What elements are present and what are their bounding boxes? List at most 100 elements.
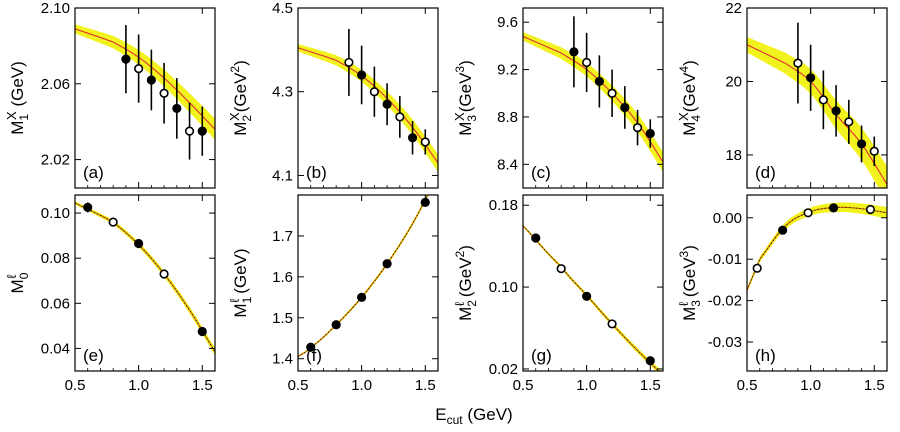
data-point xyxy=(869,146,879,156)
panel-label: (d) xyxy=(755,163,776,182)
data-point xyxy=(159,269,169,279)
ylabel-sub: 1 xyxy=(17,114,31,121)
ylabel-unit: (GeV xyxy=(231,72,250,112)
plot-frame xyxy=(522,7,664,189)
y-tick-label: 8.8 xyxy=(497,109,518,126)
error-band xyxy=(298,44,438,172)
ylabel-unit: (GeV xyxy=(680,72,699,112)
panel-label: (g) xyxy=(531,346,552,365)
fit-curve xyxy=(75,202,215,353)
plot-area xyxy=(75,201,215,356)
y-tick-label: 2.02 xyxy=(41,152,70,169)
data-point xyxy=(844,117,854,127)
y-tick-label: 2.10 xyxy=(41,0,70,17)
x-tick-label: 1.0 xyxy=(576,377,597,394)
y-axis-label: M1X (GeV) xyxy=(4,61,31,135)
y-tick-label: -0.02 xyxy=(708,293,742,310)
x-tick-label: 1.0 xyxy=(128,377,149,394)
plot-frame xyxy=(297,7,439,189)
error-band xyxy=(75,201,215,356)
data-point xyxy=(607,319,617,329)
y-axis-label: M3ℓ (GeV3) xyxy=(676,245,703,321)
ylabel-unit: (GeV) xyxy=(8,61,27,111)
y-tick-label: 1.7 xyxy=(272,228,293,245)
y-tick-label: 0.06 xyxy=(41,295,70,312)
data-point xyxy=(594,76,604,87)
ylabel-unit-sup: 4 xyxy=(677,66,691,73)
y-tick-label: 4.1 xyxy=(272,167,293,184)
data-point xyxy=(556,264,566,274)
panel-g: 0.5 1.0 1.50.020.100.18(g)M2ℓ (GeV2) xyxy=(452,194,664,394)
y-tick-label: 20 xyxy=(725,73,742,90)
ylabel-sup: X xyxy=(452,112,467,121)
y-axis-label: M2ℓ (GeV2) xyxy=(452,245,479,321)
x-tick-label: 1.5 xyxy=(192,377,213,394)
x-tick-label: 1.0 xyxy=(800,377,821,394)
data-point xyxy=(357,292,367,302)
fit-curve xyxy=(747,206,887,291)
y-tick-label: -0.03 xyxy=(708,334,742,351)
x-tick-label: 1.5 xyxy=(415,377,436,394)
data-point xyxy=(382,99,392,109)
ylabel-unit-close: ) xyxy=(231,60,250,66)
ylabel-unit: (GeV) xyxy=(231,248,250,298)
x-tick-label: 0.5 xyxy=(65,377,86,394)
ylabel-sub: 0 xyxy=(17,272,31,279)
panel-f: 0.5 1.0 1.5 1.4 1.5 1.6 1.7 (f) M1ℓ (GeV) xyxy=(227,194,439,394)
ylabel-sub: 2 xyxy=(240,115,254,122)
ylabel-sub: 3 xyxy=(689,300,703,307)
data-point xyxy=(83,202,93,213)
plot-frame xyxy=(746,194,888,372)
data-point xyxy=(620,102,630,113)
fit-curve-dotted xyxy=(523,225,660,371)
data-point xyxy=(752,263,762,273)
xlabel-unit: (GeV) xyxy=(463,405,513,424)
plot-frame xyxy=(74,194,216,372)
ylabel-unit: (GeV xyxy=(456,72,475,112)
y-tick-label: 4.3 xyxy=(272,84,293,101)
panel-e: 0.5 1.0 1.5 0.04 0.06 0.08 0.10 (e) M0ℓ xyxy=(4,194,216,394)
data-point xyxy=(582,57,592,68)
plot-area xyxy=(298,195,430,358)
xlabel-sub: cut xyxy=(447,413,464,427)
fit-curve xyxy=(298,47,438,164)
panel-a: 2.02 2.06 2.10 (a) M1X (GeV) xyxy=(4,0,216,189)
plot-frame xyxy=(297,194,439,372)
data-point xyxy=(806,73,816,83)
data-point xyxy=(369,87,379,97)
plot-area xyxy=(523,224,662,371)
y-tick-label: 9.2 xyxy=(497,62,518,79)
x-tick-label: 1.0 xyxy=(351,377,372,394)
ylabel-sup: ℓ xyxy=(227,298,242,303)
ylabel-sup: ℓ xyxy=(4,274,19,279)
x-tick-label: 0.5 xyxy=(288,377,309,394)
ylabel-sup: X xyxy=(676,112,691,121)
error-band xyxy=(75,24,215,140)
data-point xyxy=(134,64,144,74)
ylabel-base: M xyxy=(456,307,475,321)
x-tick-label: 0.5 xyxy=(513,377,534,394)
y-tick-label: 0.10 xyxy=(489,279,518,296)
fit-curve xyxy=(523,35,663,163)
y-tick-label: 0.08 xyxy=(41,250,70,267)
data-point xyxy=(865,204,876,215)
y-tick-label: 0.18 xyxy=(489,197,518,214)
fit-curve-dotted xyxy=(747,206,887,291)
data-point xyxy=(146,75,156,85)
y-tick-label: 22 xyxy=(725,0,742,17)
y-axis-label: M3X(GeV3) xyxy=(452,60,479,136)
error-band xyxy=(298,195,429,358)
ylabel-base: M xyxy=(8,279,27,293)
y-tick-label: 0.10 xyxy=(41,205,70,222)
ylabel-sub: 1 xyxy=(240,296,254,303)
plot-area xyxy=(747,202,887,293)
ylabel-sup: X xyxy=(4,111,19,120)
data-point xyxy=(645,356,655,366)
ylabel-unit-sup: 3 xyxy=(677,250,691,257)
data-point xyxy=(831,106,841,116)
data-point xyxy=(306,342,316,352)
y-axis-label: M1ℓ (GeV) xyxy=(227,248,254,317)
y-axis-label: M0ℓ xyxy=(4,272,31,293)
